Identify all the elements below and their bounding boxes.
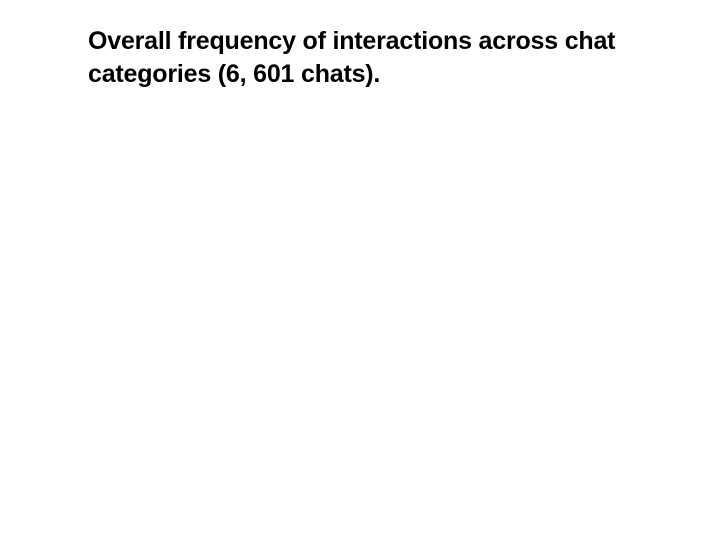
title-container: Overall frequency of interactions across… xyxy=(88,25,660,90)
page-title: Overall frequency of interactions across… xyxy=(88,25,660,90)
